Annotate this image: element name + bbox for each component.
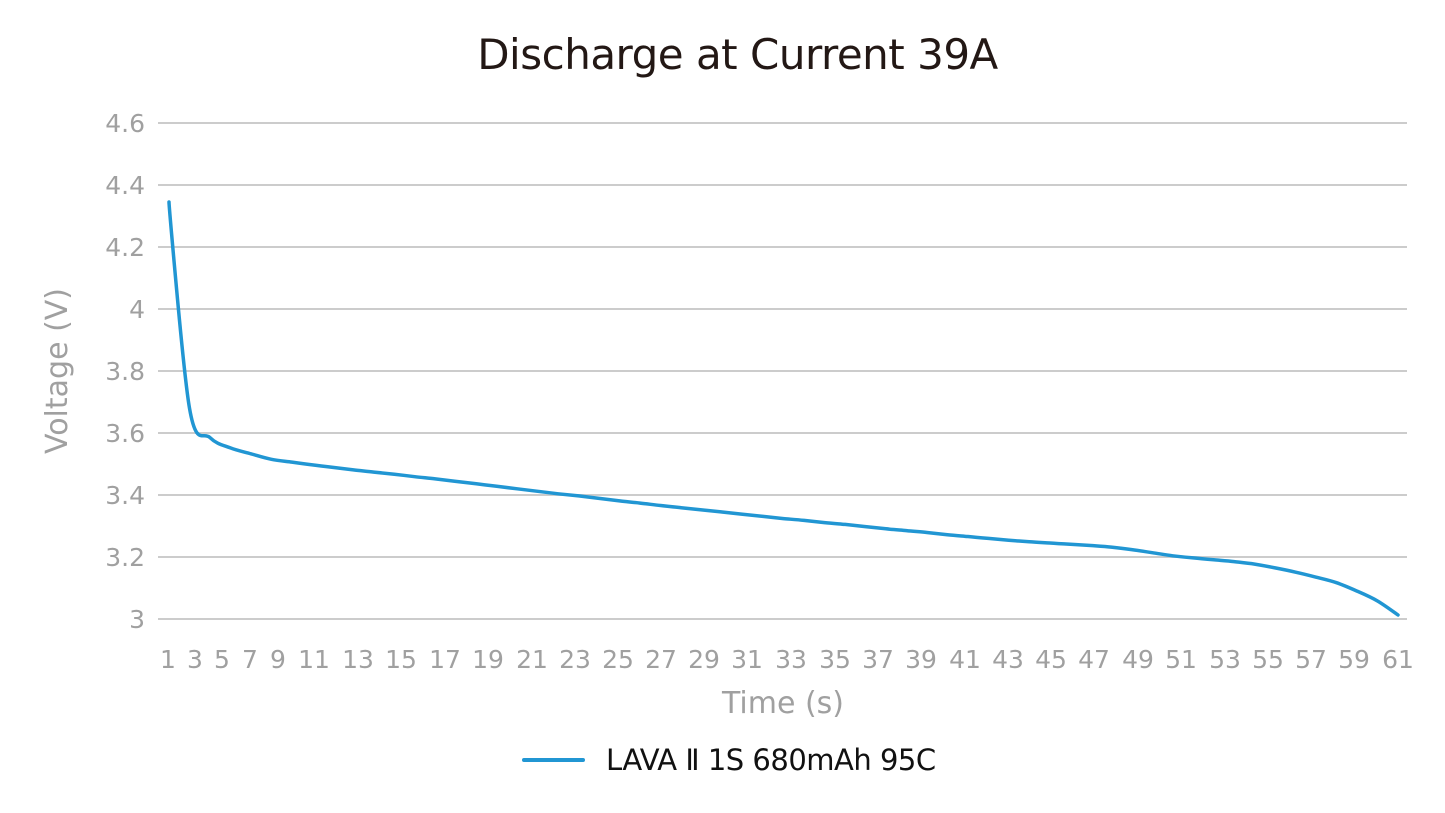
y-axis-ticks: 3 3.2 3.4 3.6 3.8 4 4.2 4.4 4.6 — [105, 109, 145, 634]
legend: LAVA Ⅱ 1S 680mAh 95C — [522, 740, 936, 780]
x-tick-label: 7 — [242, 645, 258, 674]
y-tick-label: 4.4 — [105, 171, 145, 200]
x-tick-label: 49 — [1122, 645, 1154, 674]
y-tick-label: 3.6 — [105, 419, 145, 448]
x-axis-label: Time (s) — [721, 686, 844, 721]
y-tick-label: 3.4 — [105, 481, 145, 510]
x-tick-label: 21 — [516, 645, 548, 674]
legend-line-icon — [522, 758, 585, 762]
x-tick-label: 5 — [214, 645, 230, 674]
x-tick-label: 57 — [1295, 645, 1327, 674]
y-axis-label: Voltage (V) — [40, 288, 75, 454]
x-tick-label: 37 — [862, 645, 894, 674]
x-tick-label: 11 — [298, 645, 330, 674]
x-tick-label: 53 — [1209, 645, 1241, 674]
y-tick-label: 4.6 — [105, 109, 145, 138]
x-tick-label: 23 — [559, 645, 591, 674]
x-tick-label: 3 — [187, 645, 203, 674]
x-tick-label: 1 — [160, 645, 176, 674]
x-tick-label: 31 — [731, 645, 763, 674]
x-tick-label: 13 — [342, 645, 374, 674]
x-tick-label: 45 — [1035, 645, 1067, 674]
legend-label: LAVA Ⅱ 1S 680mAh 95C — [606, 743, 936, 777]
x-tick-label: 41 — [949, 645, 981, 674]
y-tick-label: 4.2 — [105, 233, 145, 262]
y-tick-label: 4 — [129, 295, 145, 324]
gridlines — [158, 122, 1407, 620]
x-tick-label: 61 — [1382, 645, 1414, 674]
x-tick-label: 33 — [775, 645, 807, 674]
x-tick-label: 51 — [1165, 645, 1197, 674]
x-tick-label: 35 — [819, 645, 851, 674]
x-tick-label: 39 — [905, 645, 937, 674]
y-tick-label: 3.8 — [105, 357, 145, 386]
x-tick-label: 43 — [992, 645, 1024, 674]
x-tick-label: 27 — [645, 645, 677, 674]
y-tick-label: 3 — [129, 605, 145, 634]
x-tick-label: 25 — [602, 645, 634, 674]
x-axis-ticks: 1 3 5 7 9 11 13 15 17 19 21 23 25 27 29 31 33 35 37 39 41 43 4… — [160, 645, 1414, 674]
x-tick-label: 19 — [472, 645, 504, 674]
y-tick-label: 3.2 — [105, 543, 145, 572]
chart-title: Discharge at Current 39A — [477, 30, 998, 79]
x-tick-label: 55 — [1252, 645, 1284, 674]
x-tick-label: 15 — [385, 645, 417, 674]
x-tick-label: 59 — [1338, 645, 1370, 674]
x-tick-label: 9 — [270, 645, 286, 674]
x-tick-label: 47 — [1078, 645, 1110, 674]
x-tick-label: 29 — [688, 645, 720, 674]
x-tick-label: 17 — [429, 645, 461, 674]
series-line — [167, 200, 1400, 617]
